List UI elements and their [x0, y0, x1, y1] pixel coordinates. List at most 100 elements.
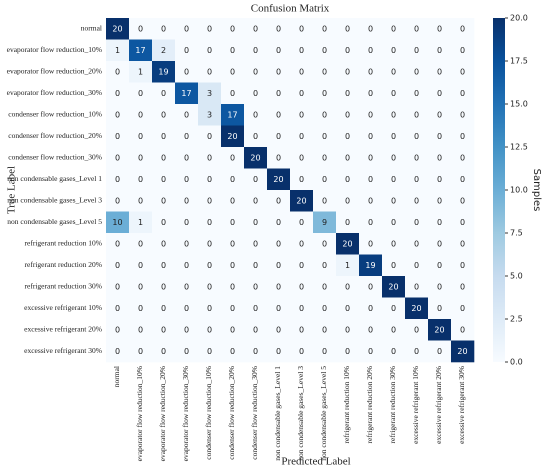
- y-tick-label: excessive refrigerant 10%: [24, 303, 102, 312]
- heatmap-cell: [198, 276, 222, 298]
- heatmap-cell: [359, 276, 383, 298]
- cell-value: 0: [207, 46, 212, 55]
- cell-value: 0: [161, 325, 166, 334]
- cell-value: 0: [391, 46, 396, 55]
- cell-value: 20: [112, 24, 122, 33]
- heatmap-cell: [106, 211, 130, 234]
- cell-value: 0: [230, 24, 235, 33]
- heatmap-cell: [267, 276, 291, 298]
- heatmap-cell: [428, 233, 452, 255]
- cell-value: 0: [184, 325, 189, 334]
- cell-value: 0: [253, 175, 258, 184]
- cell-value: 0: [253, 239, 258, 248]
- heatmap-cell: [244, 168, 268, 191]
- cell-value: 0: [414, 24, 419, 33]
- heatmap-cell: [405, 125, 429, 148]
- heatmap-cell: [313, 276, 337, 298]
- cell-value: 0: [437, 67, 442, 76]
- heatmap-cell: [336, 211, 360, 234]
- heatmap-cell: [129, 18, 153, 40]
- heatmap-cell: [221, 168, 245, 191]
- y-tick-label: non condensable gases_Level 3: [7, 195, 102, 204]
- heatmap-cell: [152, 297, 176, 320]
- heatmap-cell: [244, 297, 268, 320]
- heatmap-cell: [152, 125, 176, 148]
- x-tick-label: excessive refrigerant 10%: [411, 366, 420, 444]
- cell-value: 0: [161, 24, 166, 33]
- x-tick-label: normal: [112, 366, 121, 387]
- cell-value: 1: [138, 218, 143, 227]
- x-tick-label: evaporator flow reduction_30%: [181, 366, 190, 461]
- heatmap-cell: [198, 104, 222, 126]
- cell-value: 0: [391, 132, 396, 141]
- cell-value: 17: [227, 110, 237, 119]
- heatmap-cell: [313, 125, 337, 148]
- heatmap-cell: [152, 276, 176, 298]
- heatmap-cell: [405, 61, 429, 83]
- cell-value: 0: [460, 261, 465, 270]
- cell-value: 0: [184, 46, 189, 55]
- heatmap-cell: [198, 340, 222, 363]
- heatmap-cell: [313, 104, 337, 126]
- colorbar-tick-label: 10.0: [510, 186, 528, 195]
- cell-value: 0: [345, 153, 350, 162]
- heatmap-cell: [175, 125, 199, 148]
- heatmap-cell: [428, 18, 452, 40]
- heatmap-cell: [106, 297, 130, 320]
- cell-value: 0: [253, 67, 258, 76]
- cell-value: 0: [368, 325, 373, 334]
- heatmap-cell: [221, 82, 245, 105]
- heatmap-cell: [451, 276, 475, 298]
- cell-value: 0: [322, 132, 327, 141]
- heatmap-cell: [152, 190, 176, 212]
- heatmap-cell: [428, 82, 452, 105]
- cell-value: 0: [207, 325, 212, 334]
- heatmap-cell: [336, 340, 360, 363]
- cell-value: 0: [207, 347, 212, 356]
- heatmap-cell: [313, 211, 337, 234]
- cell-value: 0: [299, 132, 304, 141]
- y-tick-label: condenser flow reduction_20%: [8, 131, 102, 140]
- cell-value: 0: [414, 239, 419, 248]
- heatmap-cell: [336, 125, 360, 148]
- cell-value: 0: [207, 196, 212, 205]
- cell-value: 0: [345, 175, 350, 184]
- cell-value: 20: [296, 196, 306, 205]
- cell-value: 1: [115, 46, 120, 55]
- cell-value: 0: [184, 24, 189, 33]
- heatmap-cell: [106, 104, 130, 126]
- cell-value: 0: [253, 89, 258, 98]
- heatmap-cell: [382, 18, 406, 40]
- heatmap-cell: [451, 61, 475, 83]
- cell-value: 0: [345, 67, 350, 76]
- cell-value: 0: [414, 347, 419, 356]
- cell-value: 10: [112, 218, 122, 227]
- heatmap-cell: [290, 39, 314, 62]
- cell-value: 0: [345, 110, 350, 119]
- cell-value: 0: [230, 196, 235, 205]
- heatmap-cell: [129, 190, 153, 212]
- cell-value: 0: [115, 196, 120, 205]
- cell-value: 0: [276, 304, 281, 313]
- x-tick-label: evaporator flow reduction_10%: [135, 366, 144, 461]
- cell-value: 0: [299, 239, 304, 248]
- cell-value: 0: [299, 110, 304, 119]
- cell-value: 0: [161, 196, 166, 205]
- heatmap-cell: [152, 104, 176, 126]
- heatmap-cell: [129, 233, 153, 255]
- cell-value: 0: [115, 67, 120, 76]
- cell-value: 0: [207, 67, 212, 76]
- cell-value: 0: [207, 153, 212, 162]
- heatmap-cell: [359, 18, 383, 40]
- heatmap-cell: [336, 190, 360, 212]
- cell-value: 19: [158, 67, 168, 76]
- heatmap-cell: [405, 190, 429, 212]
- heatmap-cell: [106, 190, 130, 212]
- cell-value: 0: [368, 24, 373, 33]
- heatmap-cell: [267, 18, 291, 40]
- heatmap-cell: [267, 104, 291, 126]
- cell-value: 0: [161, 218, 166, 227]
- cell-value: 0: [322, 282, 327, 291]
- cell-value: 0: [230, 347, 235, 356]
- cell-value: 0: [138, 196, 143, 205]
